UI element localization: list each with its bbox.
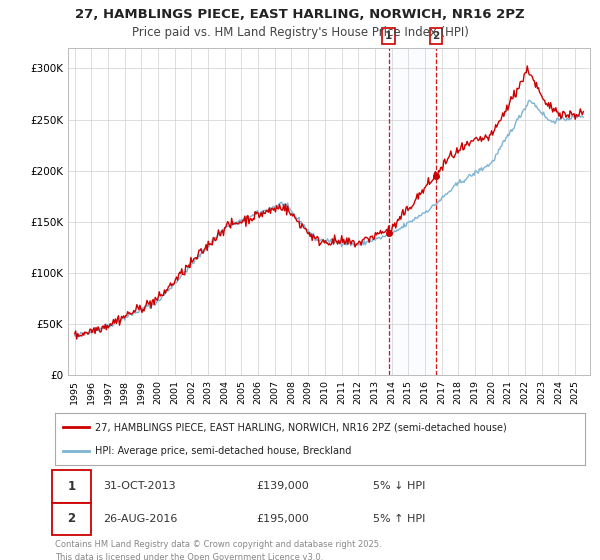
Text: £195,000: £195,000 (256, 514, 309, 524)
Text: 1: 1 (67, 480, 76, 493)
Text: 1: 1 (385, 31, 392, 41)
FancyBboxPatch shape (52, 470, 91, 502)
Text: 27, HAMBLINGS PIECE, EAST HARLING, NORWICH, NR16 2PZ: 27, HAMBLINGS PIECE, EAST HARLING, NORWI… (75, 8, 525, 21)
Bar (389, 48, 436, 375)
FancyBboxPatch shape (52, 502, 91, 535)
Text: 26-AUG-2016: 26-AUG-2016 (103, 514, 177, 524)
Text: 27, HAMBLINGS PIECE, EAST HARLING, NORWICH, NR16 2PZ (semi-detached house): 27, HAMBLINGS PIECE, EAST HARLING, NORWI… (95, 422, 506, 432)
Text: £139,000: £139,000 (256, 481, 309, 491)
Text: 5% ↑ HPI: 5% ↑ HPI (373, 514, 425, 524)
Text: 5% ↓ HPI: 5% ↓ HPI (373, 481, 425, 491)
Text: HPI: Average price, semi-detached house, Breckland: HPI: Average price, semi-detached house,… (95, 446, 351, 456)
Text: Price paid vs. HM Land Registry's House Price Index (HPI): Price paid vs. HM Land Registry's House … (131, 26, 469, 39)
Text: 31-OCT-2013: 31-OCT-2013 (103, 481, 175, 491)
Text: Contains HM Land Registry data © Crown copyright and database right 2025.
This d: Contains HM Land Registry data © Crown c… (55, 540, 382, 560)
Text: 2: 2 (432, 31, 439, 41)
Text: 2: 2 (67, 512, 76, 525)
